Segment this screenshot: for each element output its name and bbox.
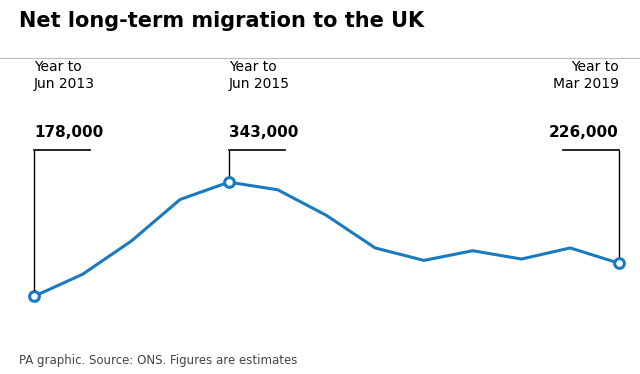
Text: Jun 2013: Jun 2013 [34, 77, 95, 91]
Text: 343,000: 343,000 [229, 125, 298, 140]
Text: PA graphic. Source: ONS. Figures are estimates: PA graphic. Source: ONS. Figures are est… [19, 353, 298, 367]
Text: Mar 2019: Mar 2019 [553, 77, 619, 91]
Text: Jun 2015: Jun 2015 [229, 77, 290, 91]
Text: Net long-term migration to the UK: Net long-term migration to the UK [19, 11, 424, 31]
Text: Year to: Year to [34, 60, 81, 74]
Text: 178,000: 178,000 [34, 125, 103, 140]
Text: Year to: Year to [572, 60, 619, 74]
Text: 226,000: 226,000 [549, 125, 619, 140]
Text: Year to: Year to [229, 60, 276, 74]
